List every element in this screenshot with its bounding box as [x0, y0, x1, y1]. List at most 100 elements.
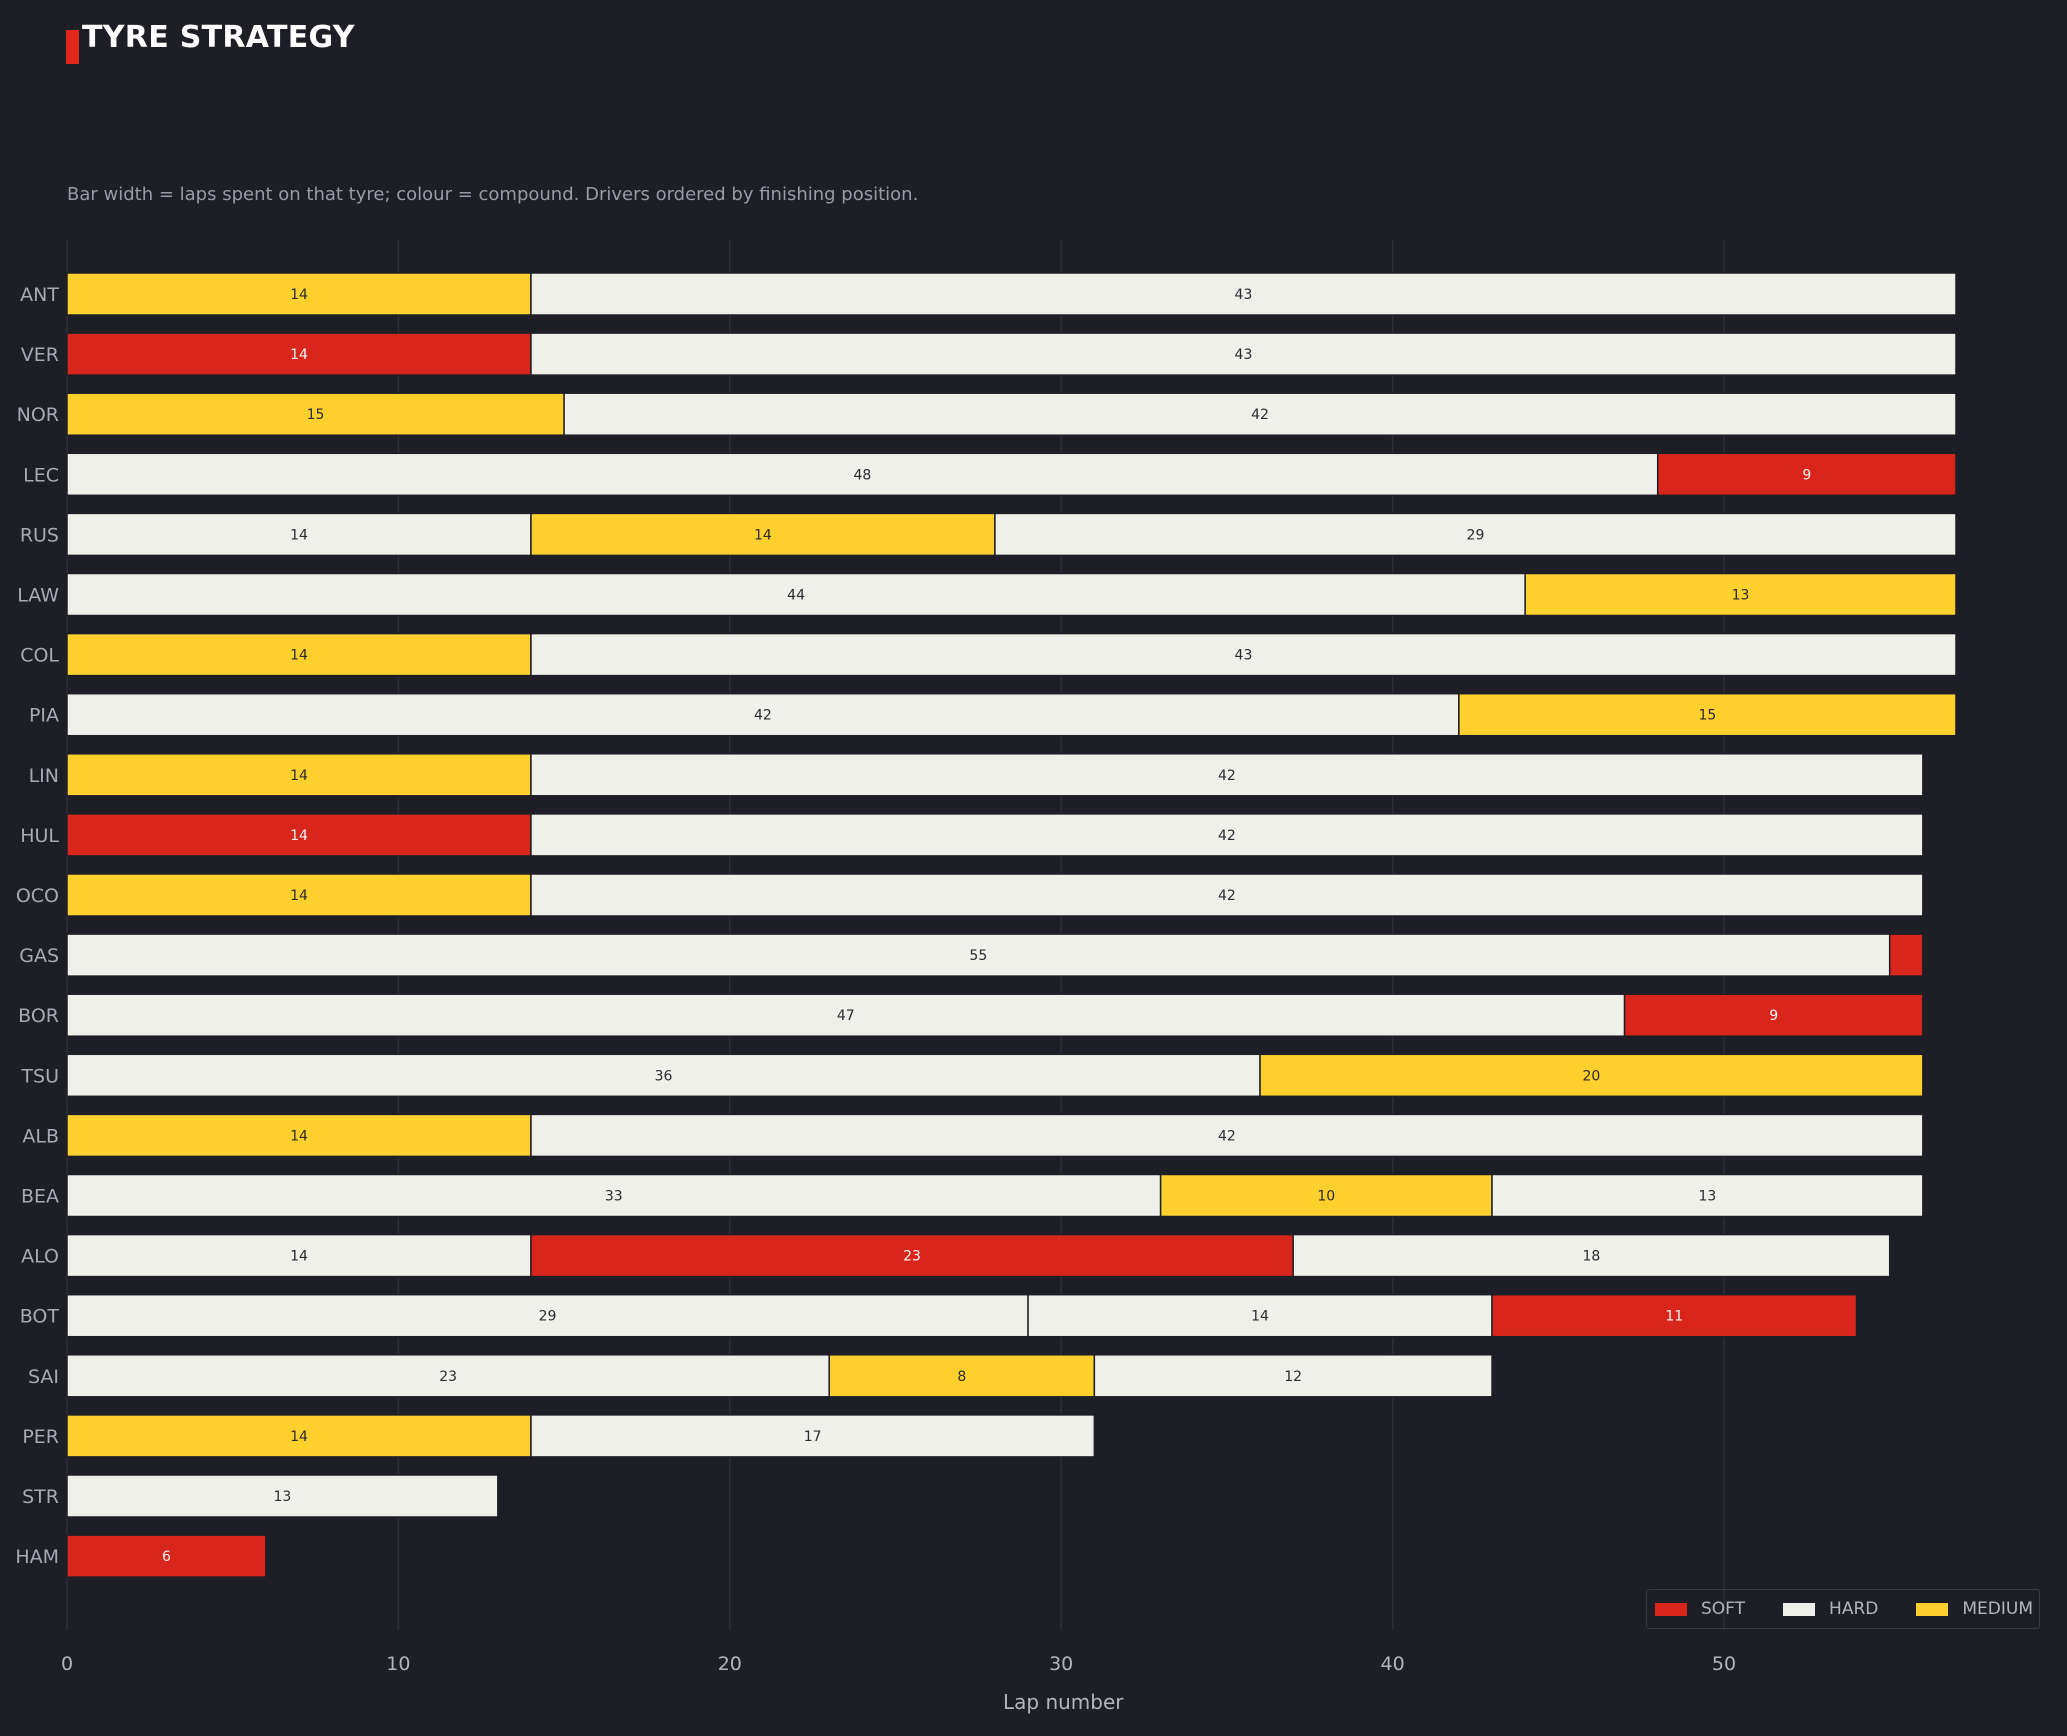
legend-swatch-medium [1916, 1602, 1949, 1616]
stint-label-bea-1: 33 [605, 1189, 623, 1205]
stint-label-col-1: 14 [290, 648, 308, 664]
x-tick-label-20: 20 [718, 1653, 742, 1675]
stint-label-alo-1: 14 [290, 1249, 308, 1265]
stint-label-law-1: 44 [787, 588, 805, 604]
stint-label-alb-1: 14 [290, 1128, 308, 1144]
stint-label-oco-1: 14 [290, 888, 308, 904]
stint-bar-alo-1 [66, 1233, 532, 1278]
driver-label-lin: LIN [29, 765, 59, 787]
stint-label-pia-1: 42 [754, 708, 772, 724]
stint-bar-bot-1 [66, 1293, 1029, 1338]
stint-label-per-1: 14 [290, 1429, 308, 1445]
stint-bar-bor-1 [66, 993, 1626, 1037]
stint-bar-rus-2 [530, 512, 996, 557]
stint-label-per-2: 17 [804, 1429, 822, 1445]
driver-label-law: LAW [17, 585, 59, 607]
stint-bar-bot-2 [1027, 1293, 1493, 1338]
driver-label-lec: LEC [23, 464, 59, 486]
legend-swatch-hard [1783, 1602, 1816, 1616]
legend-swatch-soft [1655, 1602, 1687, 1616]
stint-label-alo-2: 23 [903, 1249, 921, 1265]
stint-label-bor-2: 9 [1769, 1008, 1778, 1024]
stint-label-nor-1: 15 [307, 407, 325, 423]
driver-label-ham: HAM [15, 1546, 59, 1568]
stint-bar-ham-1 [66, 1534, 267, 1578]
stint-label-sai-3: 12 [1284, 1369, 1302, 1385]
legend-item-soft: SOFT [1655, 1599, 1745, 1619]
stint-label-bea-2: 10 [1317, 1189, 1335, 1205]
driver-label-bor: BOR [18, 1005, 59, 1027]
stint-label-oco-2: 42 [1218, 888, 1236, 904]
x-tick-label-10: 10 [386, 1653, 410, 1675]
stint-bar-tsu-2 [1259, 1053, 1924, 1098]
stint-bar-ant-2 [530, 272, 1957, 316]
driver-label-ant: ANT [20, 284, 59, 306]
driver-label-col: COL [20, 645, 59, 667]
stint-label-rus-3: 29 [1467, 527, 1485, 543]
driver-label-gas: GAS [19, 945, 59, 967]
stint-label-hul-2: 42 [1218, 828, 1236, 844]
stint-label-bor-1: 47 [837, 1008, 855, 1024]
stint-bar-sai-1 [66, 1354, 830, 1398]
stint-bar-pia-2 [1458, 692, 1957, 737]
stint-label-alo-3: 18 [1583, 1249, 1601, 1265]
stint-bar-bea-3 [1491, 1173, 1924, 1218]
stint-label-bot-3: 11 [1665, 1309, 1683, 1325]
stint-label-lec-2: 9 [1802, 467, 1811, 483]
stint-label-sai-2: 8 [957, 1369, 966, 1385]
driver-label-alo: ALO [21, 1246, 59, 1268]
stint-bar-law-1 [66, 572, 1526, 617]
legend: SOFT HARD MEDIUM [1646, 1589, 2040, 1629]
stint-bar-sai-3 [1093, 1354, 1493, 1398]
stint-label-nor-2: 42 [1251, 407, 1269, 423]
stint-label-ant-2: 43 [1235, 287, 1253, 303]
stint-label-col-2: 43 [1235, 648, 1253, 664]
stint-bar-ver-2 [530, 332, 1957, 376]
stint-label-sai-1: 23 [439, 1369, 457, 1385]
legend-item-medium: MEDIUM [1916, 1599, 2033, 1619]
stint-label-pia-2: 15 [1699, 708, 1717, 724]
stint-bar-alb-2 [530, 1113, 1924, 1158]
stint-bar-sai-2 [828, 1354, 1096, 1398]
stint-bar-rus-3 [994, 512, 1957, 557]
stint-bar-alb-1 [66, 1113, 532, 1158]
stint-bar-gas-2 [1888, 933, 1924, 977]
legend-label-hard: HARD [1829, 1599, 1879, 1619]
stint-bar-bot-3 [1491, 1293, 1858, 1338]
stint-bar-hul-2 [530, 813, 1924, 857]
stint-bar-col-2 [530, 632, 1957, 677]
stint-label-alb-2: 42 [1218, 1128, 1236, 1144]
stint-label-str-1: 13 [273, 1489, 291, 1505]
stint-label-tsu-2: 20 [1583, 1068, 1601, 1084]
stint-bar-bea-2 [1159, 1173, 1493, 1218]
stint-bar-pia-1 [66, 692, 1460, 737]
x-tick-label-0: 0 [61, 1653, 73, 1675]
stint-bar-law-2 [1524, 572, 1957, 617]
stint-bar-ant-1 [66, 272, 532, 316]
stint-bar-bea-1 [66, 1173, 1162, 1218]
stint-label-rus-2: 14 [754, 527, 772, 543]
stint-label-hul-1: 14 [290, 828, 308, 844]
stint-label-lec-1: 48 [853, 467, 871, 483]
title-accent-bar [66, 30, 79, 64]
stint-bar-per-1 [66, 1414, 532, 1458]
stint-bar-tsu-1 [66, 1053, 1261, 1098]
stint-label-gas-1: 55 [969, 948, 987, 964]
driver-label-str: STR [22, 1486, 59, 1508]
stint-label-ver-1: 14 [290, 347, 308, 363]
stint-label-lin-2: 42 [1218, 768, 1236, 784]
stint-bar-nor-1 [66, 392, 565, 436]
stint-bar-gas-1 [66, 933, 1891, 977]
stint-label-lin-1: 14 [290, 768, 308, 784]
stint-label-tsu-1: 36 [655, 1068, 673, 1084]
x-tick-label-30: 30 [1049, 1653, 1073, 1675]
stint-bar-lec-2 [1656, 452, 1957, 497]
stint-label-ham-1: 6 [162, 1549, 171, 1565]
legend-label-soft: SOFT [1701, 1599, 1746, 1619]
stint-bar-nor-2 [563, 392, 1957, 436]
legend-item-hard: HARD [1783, 1599, 1878, 1619]
driver-label-alb: ALB [22, 1125, 59, 1147]
x-tick-label-50: 50 [1712, 1653, 1736, 1675]
